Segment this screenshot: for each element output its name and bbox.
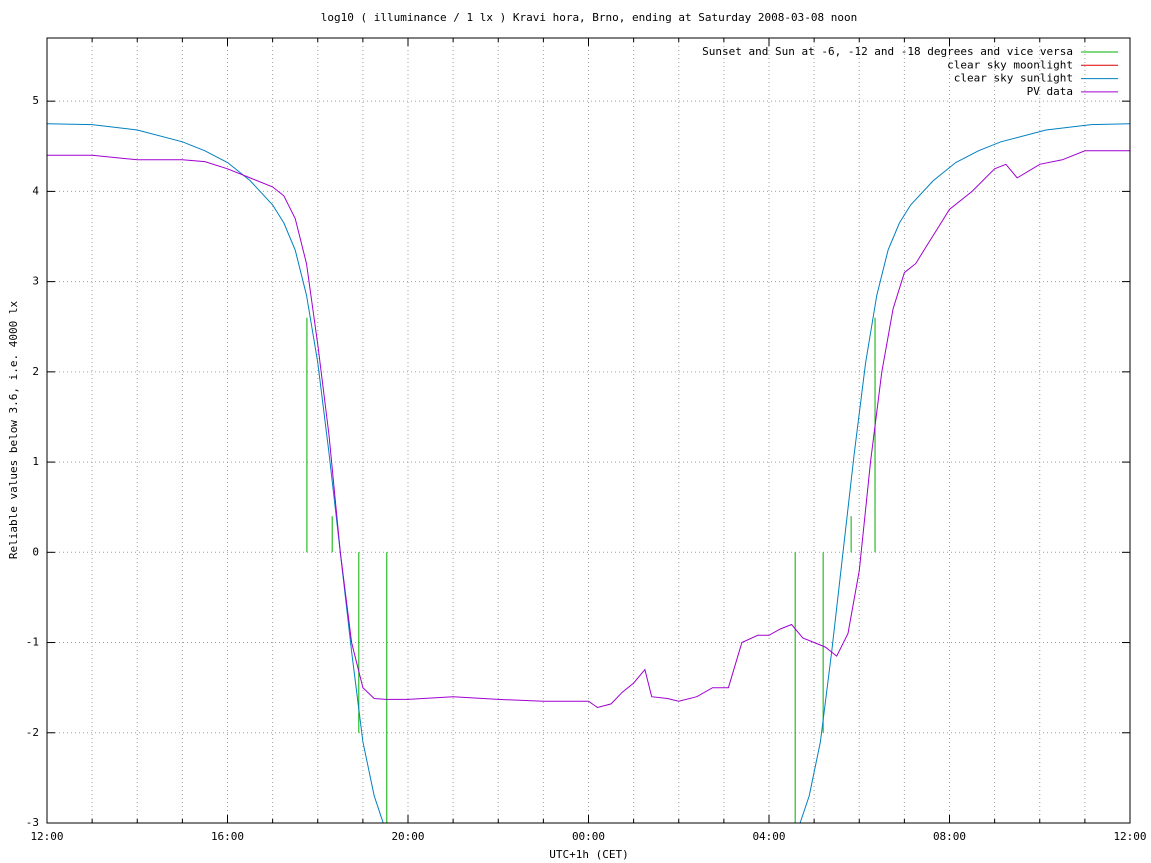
- y-axis-label: Reliable values below 3.6, i.e. 4000 lx: [7, 300, 20, 559]
- x-tick-label: 04:00: [752, 830, 785, 843]
- y-tick-label: 2: [32, 365, 39, 378]
- legend-label: PV data: [1027, 85, 1073, 98]
- series-line: [47, 150, 1130, 709]
- series-line: [47, 123, 384, 823]
- plot-area: [47, 123, 1130, 823]
- chart-title: log10 ( illuminance / 1 lx ) Kravi hora,…: [321, 11, 857, 24]
- x-tick-label: 00:00: [572, 830, 605, 843]
- y-tick-label: 4: [32, 184, 39, 197]
- series-line: [799, 123, 1130, 823]
- x-tick-label: 20:00: [391, 830, 424, 843]
- x-tick-label: 12:00: [1113, 830, 1146, 843]
- y-tick-label: -1: [26, 636, 39, 649]
- x-tick-label: 08:00: [933, 830, 966, 843]
- legend-label: clear sky sunlight: [954, 72, 1073, 85]
- legend-label: clear sky moonlight: [947, 58, 1073, 71]
- x-tick-label: 16:00: [211, 830, 244, 843]
- y-tick-label: -2: [26, 726, 39, 739]
- y-tick-label: -3: [26, 816, 39, 829]
- x-axis-label: UTC+1h (CET): [549, 848, 628, 861]
- y-tick-label: 3: [32, 275, 39, 288]
- legend-label: Sunset and Sun at -6, -12 and -18 degree…: [702, 45, 1073, 58]
- y-tick-label: 0: [32, 545, 39, 558]
- grid: [46, 38, 1131, 824]
- y-tick-label: 1: [32, 455, 39, 468]
- x-tick-label: 12:00: [30, 830, 63, 843]
- y-tick-label: 5: [32, 94, 39, 107]
